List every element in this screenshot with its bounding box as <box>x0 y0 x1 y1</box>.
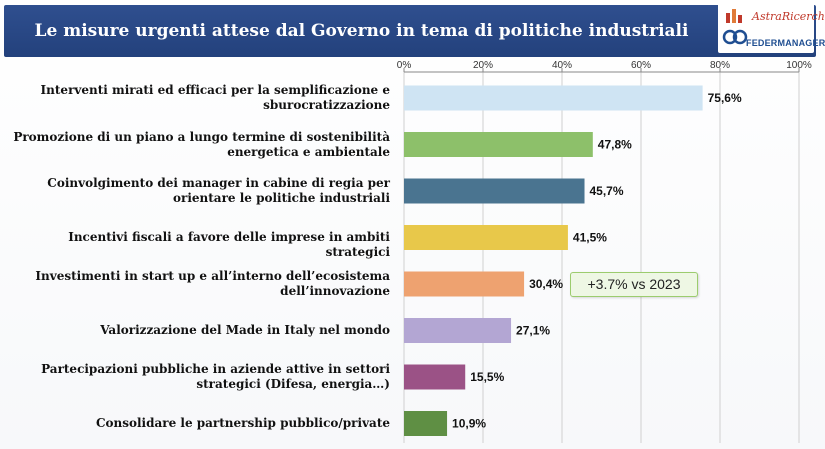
title-banner: Le misure urgenti attese dal Governo in … <box>4 5 816 57</box>
astraricerche-logo: AstraRicerche <box>722 5 825 25</box>
x-tick-label: 0% <box>397 60 412 71</box>
astra-building-icon <box>726 9 742 23</box>
bar <box>404 271 525 297</box>
category-label-line: energetica e ambientale <box>227 144 390 159</box>
category-label-line: strategici (Difesa, energia…) <box>196 377 390 391</box>
x-tick-label: 100% <box>786 60 812 71</box>
data-label: 47,8% <box>598 138 632 152</box>
category-label-line: Partecipazioni pubbliche in aziende atti… <box>41 362 390 376</box>
bar <box>404 364 466 390</box>
category-label-line: Incentivi fiscali a favore delle imprese… <box>68 230 390 259</box>
bar <box>404 178 585 204</box>
data-label: 10,9% <box>452 417 486 431</box>
astraricerche-wordmark: AstraRicerche <box>752 10 825 23</box>
category-label-line: Coinvolgimento dei manager in cabine di … <box>47 176 390 190</box>
bar <box>404 411 448 436</box>
category-label: Incentivi fiscali a favore delle imprese… <box>2 230 390 260</box>
federmanager-wordmark: FEDERMANAGER <box>746 38 825 48</box>
change-annotation: +3.7% vs 2023 <box>570 272 698 297</box>
category-label: Consolidare le partnership pubblico/priv… <box>2 416 390 431</box>
category-label-line: Valorizzazione del Made in Italy nel mon… <box>100 323 390 337</box>
data-label: 15,5% <box>470 370 504 384</box>
category-label-line: Consolidare le partnership pubblico/priv… <box>95 416 390 430</box>
data-label: 45,7% <box>590 184 624 198</box>
category-label: Promozione di un piano a lungo termine d… <box>2 130 390 160</box>
category-label: Coinvolgimento dei manager in cabine di … <box>2 176 390 206</box>
bar <box>404 225 568 250</box>
bar <box>404 132 593 157</box>
data-label: 27,1% <box>516 324 550 338</box>
data-label: 41,5% <box>573 231 607 245</box>
x-tick-label: 20% <box>473 60 493 71</box>
category-label-line: Investimenti in start up e all’interno d… <box>35 269 390 283</box>
category-label: Valorizzazione del Made in Italy nel mon… <box>2 323 390 338</box>
bar <box>404 85 703 111</box>
category-label: Interventi mirati ed efficaci per la sem… <box>2 83 390 113</box>
x-tick-label: 60% <box>631 60 651 71</box>
federmanager-logo-mark <box>722 29 748 45</box>
chart-title: Le misure urgenti attese dal Governo in … <box>34 21 689 41</box>
category-label-line: Promozione di un piano a lungo termine d… <box>13 129 390 144</box>
x-tick-label: 40% <box>552 60 572 71</box>
category-label: Partecipazioni pubbliche in aziende atti… <box>2 362 390 392</box>
data-label: 30,4% <box>529 277 563 291</box>
category-label-line: orientare le politiche industriali <box>173 191 390 205</box>
data-label: 75,6% <box>708 91 742 105</box>
partner-logos: AstraRicerche FEDERMANAGER <box>718 3 825 53</box>
category-label-line: Interventi mirati ed efficaci per la sem… <box>40 83 390 97</box>
category-label: Investimenti in start up e all’interno d… <box>2 269 390 299</box>
x-tick-label: 80% <box>710 60 730 71</box>
category-label-line: sburocratizzazione <box>263 98 390 112</box>
bar <box>404 318 512 343</box>
category-label-line: dell’innovazione <box>280 284 390 298</box>
